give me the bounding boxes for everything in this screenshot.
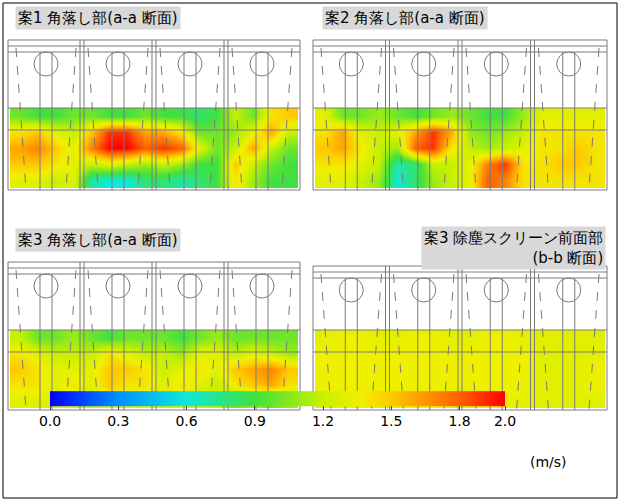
svg-text:1.8: 1.8	[448, 414, 470, 430]
svg-text:案1 角落し部(a-a 断面): 案1 角落し部(a-a 断面)	[18, 9, 178, 27]
svg-text:案2 角落し部(a-a 断面): 案2 角落し部(a-a 断面)	[325, 9, 485, 27]
svg-text:案3 角落し部(a-a 断面): 案3 角落し部(a-a 断面)	[18, 231, 178, 249]
svg-text:1.2: 1.2	[312, 414, 334, 430]
svg-text:1.5: 1.5	[380, 414, 402, 430]
svg-text:(m/s): (m/s)	[530, 454, 567, 470]
svg-text:0.9: 0.9	[244, 414, 266, 430]
svg-text:0.0: 0.0	[39, 414, 61, 430]
svg-text:案3 除塵スクリーン前面部(b-b 断面): 案3 除塵スクリーン前面部(b-b 断面)	[424, 229, 603, 267]
svg-text:0.3: 0.3	[107, 414, 129, 430]
svg-text:0.6: 0.6	[175, 414, 197, 430]
svg-text:2.0: 2.0	[494, 414, 516, 430]
